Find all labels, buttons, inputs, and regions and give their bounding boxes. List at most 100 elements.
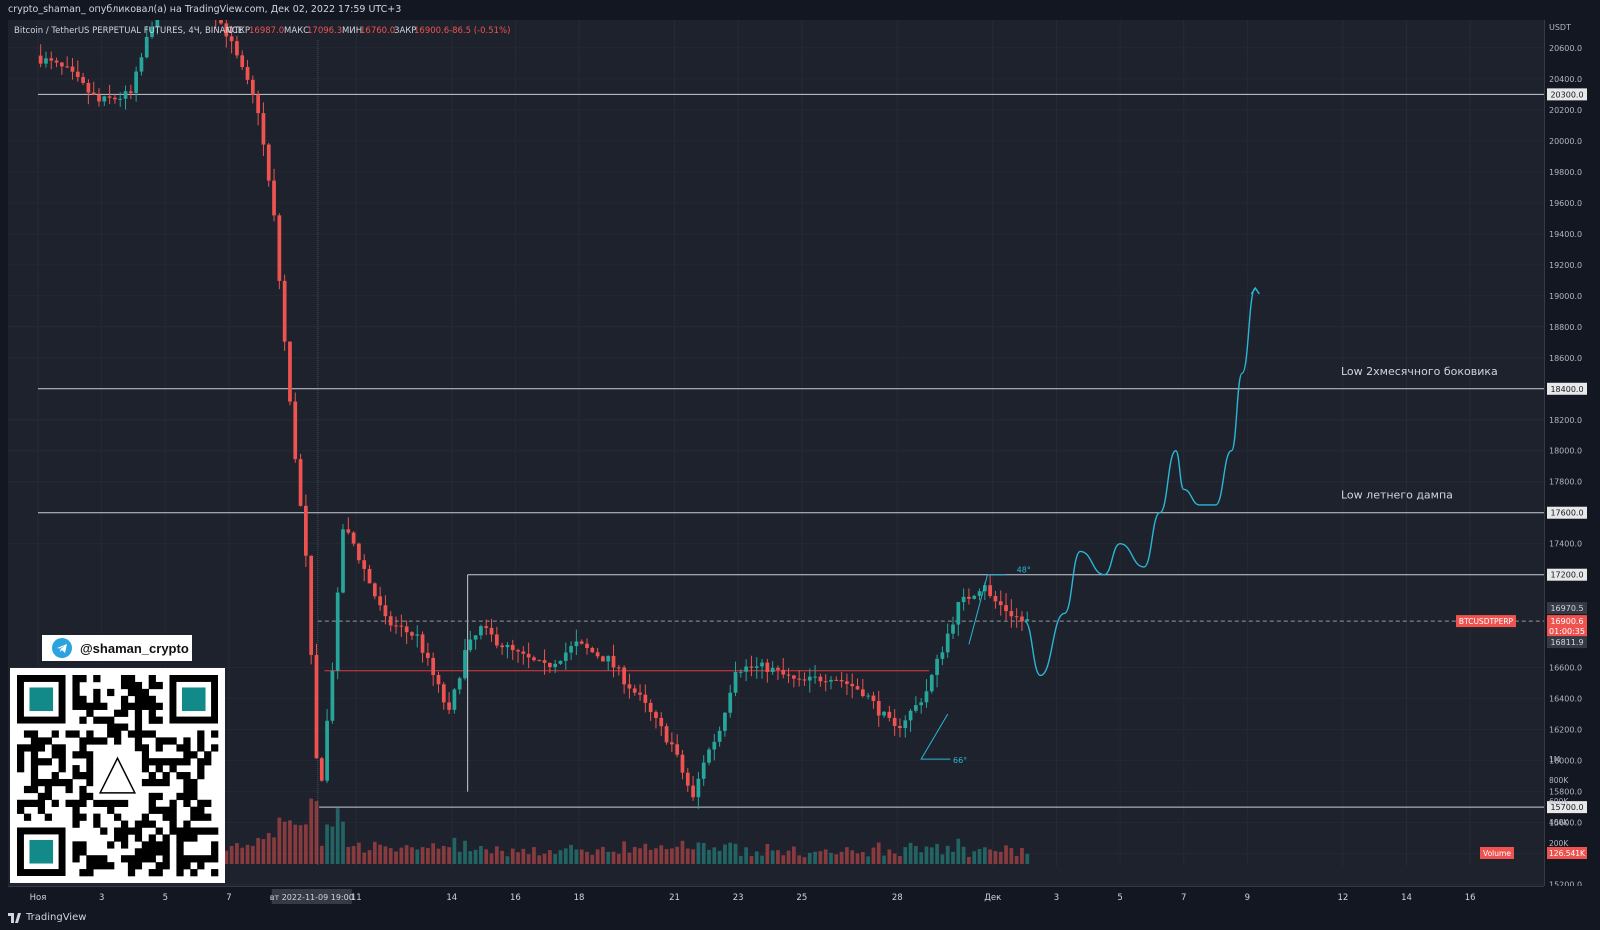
candle-body xyxy=(606,655,611,662)
candle-body xyxy=(691,785,695,798)
volume-bar xyxy=(489,853,494,864)
volume-bar xyxy=(272,837,276,864)
qr-module xyxy=(141,813,149,821)
price-tick-label: 19800.0 xyxy=(1549,168,1582,177)
chart-area[interactable]: Low 2хмесячного боковика Low летнего дамп… xyxy=(8,20,1544,886)
currency-label: USDT xyxy=(1549,23,1571,32)
qr-module xyxy=(30,799,39,807)
volume-bar xyxy=(606,851,611,864)
price-axis[interactable]: 20600.0 20400.0 20200.0 20000.0 19800.0 19600… xyxy=(1544,20,1600,890)
candle-body xyxy=(415,634,420,636)
qr-module xyxy=(86,737,94,745)
volume-bar xyxy=(680,840,685,864)
candle-body xyxy=(272,180,276,216)
time-axis[interactable]: Ноя 3 5 7 11 14 16 18 21 23 25 28 Дек 3 5 7 9 12 14 16 вт 20… xyxy=(8,886,1544,907)
price-tick-label: 20200.0 xyxy=(1549,106,1582,115)
qr-module xyxy=(51,772,59,780)
qr-module xyxy=(79,702,87,710)
qr-module xyxy=(79,813,87,821)
qr-module xyxy=(183,758,191,766)
price-tick-label: 18600.0 xyxy=(1549,354,1582,363)
qr-module xyxy=(17,744,25,752)
time-tick-label: 7 xyxy=(226,893,231,903)
candle-body xyxy=(86,82,91,93)
candle-body xyxy=(431,657,436,676)
volume-bar xyxy=(526,854,531,864)
qr-module xyxy=(86,702,94,710)
candle-body xyxy=(845,681,849,684)
qr-module xyxy=(120,799,129,807)
candle-body xyxy=(229,36,234,42)
candle-body xyxy=(553,663,558,668)
qr-module xyxy=(79,716,87,724)
qr-module xyxy=(114,730,122,738)
low-tag-label: 16811.9 xyxy=(1550,638,1583,647)
telegram-icon xyxy=(52,638,72,658)
qr-module xyxy=(183,744,191,752)
qr-module xyxy=(23,730,32,738)
qr-module xyxy=(79,785,87,794)
price-tick-label: 17800.0 xyxy=(1549,478,1582,487)
candle-body xyxy=(569,646,573,653)
candle-body xyxy=(728,692,733,713)
candle-body xyxy=(749,666,754,668)
qr-module xyxy=(155,841,163,849)
qr-module xyxy=(148,675,156,683)
candle-body xyxy=(346,529,351,533)
qr-module xyxy=(148,799,156,807)
candles xyxy=(38,20,1030,809)
qr-module xyxy=(162,834,170,842)
time-tick-label: 11 xyxy=(351,893,362,903)
legend: Bitcoin / TetherUS PERPETUAL FUTURES, 4Ч… xyxy=(14,26,510,36)
volume-bar xyxy=(553,853,558,864)
volume-bar xyxy=(659,845,664,864)
volume-bar xyxy=(468,851,473,864)
qr-module xyxy=(176,758,184,766)
qr-module xyxy=(183,820,191,828)
qr-module xyxy=(155,778,163,787)
candle-body xyxy=(357,543,361,561)
volume-bar xyxy=(988,849,992,864)
volume-bar xyxy=(574,849,579,864)
qr-module xyxy=(176,744,184,752)
volume-bar xyxy=(765,843,770,864)
qr-module xyxy=(79,841,87,849)
qr-module xyxy=(100,716,108,724)
candle-body xyxy=(378,596,382,606)
candle-body xyxy=(277,215,282,281)
qr-module xyxy=(134,848,143,856)
price-tick-label: 19400.0 xyxy=(1549,230,1582,239)
qr-module xyxy=(58,751,66,759)
candle-body xyxy=(75,71,80,77)
level-note: Low 2хмесячного боковика xyxy=(1341,365,1498,378)
candle-body xyxy=(314,654,319,759)
cursor-time-box xyxy=(271,889,352,904)
volume-bar xyxy=(229,845,234,864)
qr-module xyxy=(204,799,212,807)
candle-body xyxy=(680,754,685,773)
qr-module xyxy=(204,751,212,759)
volume-bar xyxy=(744,847,748,864)
qr-module xyxy=(148,834,156,842)
volume-bar xyxy=(558,850,563,864)
qr-module xyxy=(148,772,156,780)
qr-module xyxy=(162,758,170,766)
qr-module xyxy=(134,681,143,690)
qr-module xyxy=(127,702,136,710)
qr-module xyxy=(190,778,198,787)
qr-module xyxy=(162,841,170,849)
drawings[interactable]: Low 2хмесячного боковика Low летнего дамп… xyxy=(920,286,1516,859)
candle-body xyxy=(850,683,855,687)
qr-finder-core xyxy=(181,687,206,712)
qr-logo-mark xyxy=(98,756,137,794)
candlestick-chart[interactable]: Low 2хмесячного боковика Low летнего дамп… xyxy=(8,20,1544,886)
qr-module xyxy=(127,827,136,835)
qr-module xyxy=(93,813,101,821)
candle-body xyxy=(144,36,149,58)
qr-module xyxy=(107,716,115,724)
volume-bar xyxy=(537,855,542,864)
qr-module xyxy=(176,869,184,877)
telegram-badge[interactable]: @shaman_crypto xyxy=(42,635,192,661)
volume-bar xyxy=(542,853,547,864)
tradingview-logo[interactable]: TradingView xyxy=(8,906,86,930)
